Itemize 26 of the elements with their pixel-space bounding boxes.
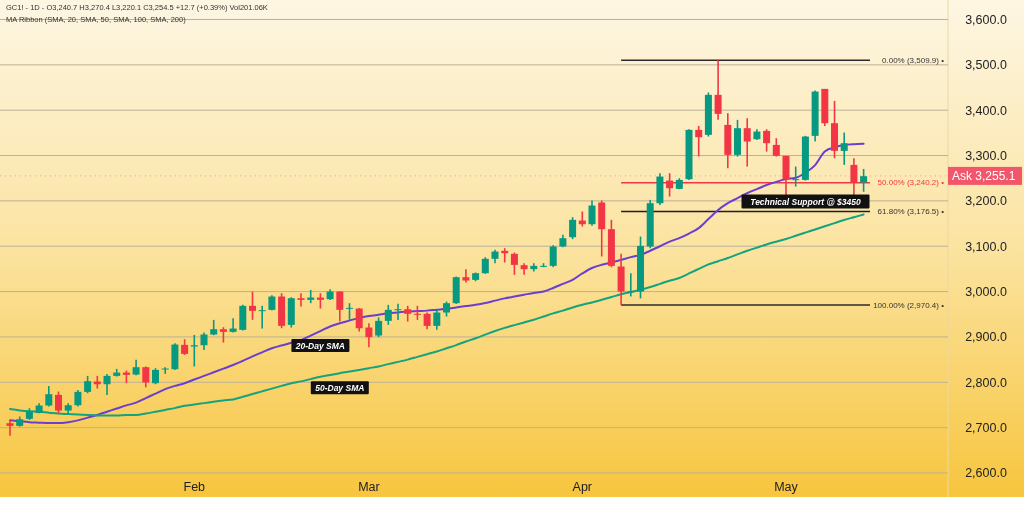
series-label: 50-Day SMA [315, 383, 365, 394]
y-tick-label: 2,800.0 [965, 375, 1007, 390]
y-tick-label: 3,400.0 [965, 103, 1007, 118]
y-tick-label: 3,300.0 [965, 148, 1007, 163]
y-tick-label: 3,600.0 [965, 12, 1007, 27]
x-tick-label: Mar [358, 480, 380, 494]
y-tick-label: 3,000.0 [965, 284, 1007, 299]
y-tick-label: 3,100.0 [965, 239, 1007, 254]
x-tick-label: Apr [572, 480, 593, 494]
x-tick-label: May [774, 480, 799, 494]
y-tick-label: 2,600.0 [965, 466, 1007, 481]
ref-line-label: Ask 3,255.1 [952, 169, 1016, 184]
line-series [9, 213, 865, 417]
ref-line-label: 100.00% (2,970.4) • [873, 300, 945, 310]
ref-line-label: 61.80% (3,176.5) • [877, 207, 945, 217]
y-tick-label: 2,700.0 [965, 420, 1007, 435]
candlestick [190, 334, 198, 368]
y-tick-label: 3,500.0 [965, 58, 1007, 73]
series-label: 20-Day SMA [294, 341, 345, 352]
ref-line-label: 0.00% (3,509.9) • [882, 56, 945, 66]
y-tick-label: 2,900.0 [965, 330, 1007, 345]
x-tick-label: Feb [183, 480, 206, 494]
line-series [9, 142, 865, 425]
ref-line-label: 50.00% (3,240.2) • [877, 178, 945, 188]
y-tick-label: 3,200.0 [965, 194, 1007, 209]
annotation: Technical Support @ $3450 [750, 196, 862, 207]
